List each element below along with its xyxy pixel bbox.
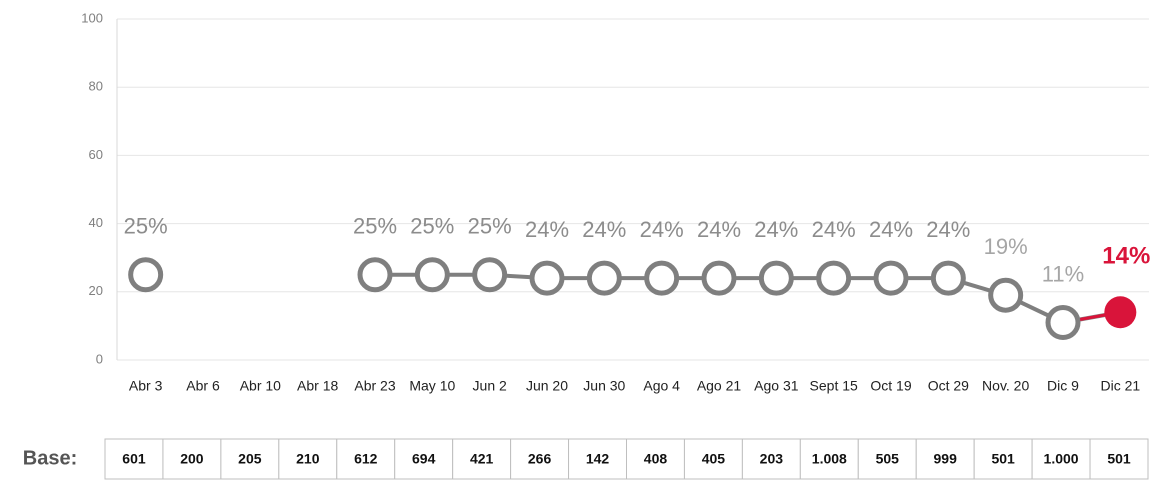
x-tick-label: Oct 29 (928, 378, 969, 394)
table-cell (278, 438, 338, 480)
x-tick-label: Oct 19 (870, 378, 911, 394)
base-value: 142 (586, 451, 610, 467)
data-label: 19% (984, 234, 1028, 259)
base-value: 1.008 (812, 451, 847, 467)
table-cell (1089, 438, 1149, 480)
data-label: 25% (124, 214, 168, 239)
y-tick-label: 60 (89, 147, 103, 162)
base-value: 505 (876, 451, 900, 467)
base-value: 1.000 (1044, 451, 1079, 467)
base-value: 200 (180, 451, 204, 467)
data-label: 24% (582, 217, 626, 242)
x-tick-label: Sept 15 (810, 378, 858, 394)
marker (930, 260, 966, 296)
marker (414, 257, 450, 293)
x-tick-label: Nov. 20 (982, 378, 1029, 394)
base-value: 501 (1107, 451, 1131, 467)
marker (128, 257, 164, 293)
table-cell (915, 438, 975, 480)
base-value: 203 (760, 451, 784, 467)
y-tick-label: 40 (89, 215, 103, 230)
x-tick-label: Abr 18 (297, 378, 338, 394)
base-value: 210 (296, 451, 320, 467)
base-label: Base: (23, 447, 77, 469)
data-label: 24% (869, 217, 913, 242)
x-tick-label: Ago 21 (697, 378, 742, 394)
x-tick-label: Jun 2 (473, 378, 507, 394)
data-label: 25% (353, 214, 397, 239)
data-label: 11% (1042, 261, 1084, 286)
marker (1045, 304, 1081, 340)
base-value: 612 (354, 451, 378, 467)
base-value: 601 (122, 451, 146, 467)
marker (529, 260, 565, 296)
x-tick-label: Ago 31 (754, 378, 799, 394)
marker (357, 257, 393, 293)
y-tick-label: 100 (81, 10, 103, 25)
x-tick-label: Abr 23 (354, 378, 395, 394)
marker (701, 260, 737, 296)
base-value: 999 (934, 451, 958, 467)
data-label: 24% (525, 217, 569, 242)
y-tick-label: 80 (89, 79, 103, 94)
table-cell (683, 438, 743, 480)
base-value: 205 (238, 451, 262, 467)
marker (472, 257, 508, 293)
data-label: 24% (812, 217, 856, 242)
data-label: 24% (697, 217, 741, 242)
base-value: 421 (470, 451, 494, 467)
base-value: 405 (702, 451, 726, 467)
table-cell (394, 438, 454, 480)
table-cell (857, 438, 917, 480)
data-label: 14% (1102, 243, 1150, 270)
marker (644, 260, 680, 296)
data-label: 24% (640, 217, 684, 242)
table-cell (220, 438, 280, 480)
marker (988, 277, 1024, 313)
data-label: 24% (754, 217, 798, 242)
table-cell (336, 438, 396, 480)
x-tick-label: Abr 6 (186, 378, 220, 394)
table-cell (799, 438, 859, 480)
base-value: 266 (528, 451, 552, 467)
base-value: 694 (412, 451, 436, 467)
x-tick-label: Dic 21 (1100, 378, 1140, 394)
x-tick-label: Abr 3 (129, 378, 163, 394)
data-label: 24% (926, 217, 970, 242)
x-tick-label: Jun 20 (526, 378, 568, 394)
x-tick-label: Ago 4 (643, 378, 680, 394)
marker (586, 260, 622, 296)
table-cell (162, 438, 222, 480)
base-value: 501 (991, 451, 1015, 467)
table-cell (104, 438, 164, 480)
marker (816, 260, 852, 296)
data-label: 25% (468, 214, 512, 239)
table-cell (973, 438, 1033, 480)
marker (1104, 296, 1137, 329)
data-label: 25% (410, 214, 454, 239)
table-cell (1031, 438, 1091, 480)
marker (758, 260, 794, 296)
x-tick-label: Dic 9 (1047, 378, 1079, 394)
marker (873, 260, 909, 296)
y-tick-label: 0 (96, 351, 103, 366)
x-tick-label: May 10 (409, 378, 455, 394)
x-tick-label: Abr 10 (240, 378, 281, 394)
y-tick-label: 20 (89, 283, 103, 298)
table-cell (568, 438, 627, 480)
x-tick-label: Jun 30 (583, 378, 625, 394)
base-value: 408 (644, 451, 668, 467)
